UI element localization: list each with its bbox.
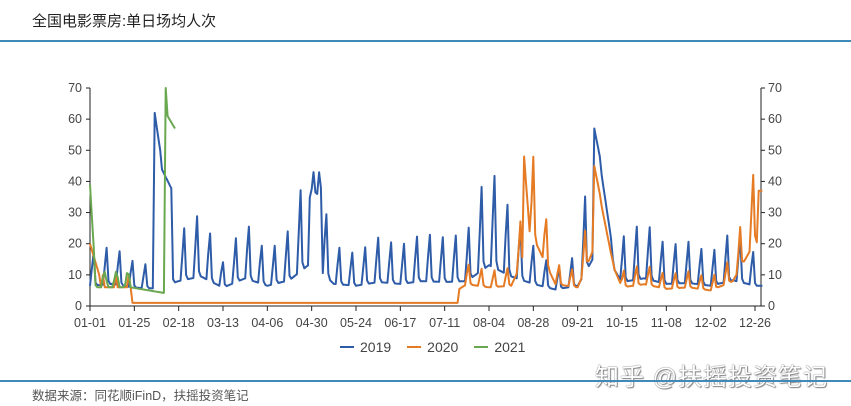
series-line-2021: [89, 87, 176, 294]
x-tick-label: 04-30: [296, 316, 328, 330]
x-tick-label: 10-15: [606, 316, 638, 330]
x-tick-label: 01-25: [118, 316, 150, 330]
legend-label-2021: 2021: [494, 339, 526, 355]
y2-tick-label: 50: [768, 143, 782, 157]
data-source: 数据来源：同花顺iFinD，扶摇投资笔记: [32, 389, 249, 403]
x-tick-label: 12-02: [695, 316, 727, 330]
y-tick-label: 40: [68, 174, 82, 188]
y2-tick-label: 60: [768, 112, 782, 126]
chart-series: [89, 87, 763, 304]
y2-tick-label: 40: [768, 174, 782, 188]
y2-tick-label: 10: [768, 268, 782, 282]
legend-label-2020: 2020: [427, 339, 459, 355]
x-tick-label: 07-11: [429, 316, 460, 330]
x-tick-label: 03-13: [207, 316, 239, 330]
header-divider: [0, 40, 851, 42]
y2-tick-label: 30: [768, 206, 782, 220]
chart-title: 全国电影票房:单日场均人次: [32, 13, 217, 30]
y-tick-label: 10: [68, 268, 82, 282]
y-tick-label: 50: [68, 143, 82, 157]
x-tick-label: 11-08: [651, 316, 682, 330]
legend-item-2020[interactable]: 2020: [407, 339, 458, 355]
legend-swatch-2021: [474, 346, 489, 348]
y2-tick-label: 0: [768, 299, 775, 313]
y-tick-label: 70: [68, 81, 82, 95]
legend-item-2019[interactable]: 2019: [340, 339, 391, 355]
y2-tick-label: 20: [768, 237, 782, 251]
x-tick-label: 01-01: [74, 316, 106, 330]
y2-tick-label: 70: [768, 81, 782, 95]
x-tick-label: 02-18: [163, 316, 195, 330]
legend-swatch-2020: [407, 346, 422, 348]
x-tick-label: 12-26: [739, 316, 771, 330]
x-tick-label: 08-28: [517, 316, 549, 330]
chart-legend: 2019 2020 2021: [340, 339, 525, 355]
y-tick-label: 30: [68, 206, 82, 220]
y-tick-label: 0: [75, 299, 82, 313]
chart-axes: 0 0 10 10 20 20 30 30 40 40 50 50 60 60 70 70 01-01 01-25…: [68, 81, 782, 330]
legend-swatch-2019: [340, 346, 354, 348]
y-tick-label: 20: [68, 237, 82, 251]
legend-label-2019: 2019: [360, 339, 392, 355]
x-tick-label: 04-06: [251, 316, 283, 330]
x-tick-label: 08-04: [473, 316, 505, 330]
x-tick-label: 09-21: [562, 316, 594, 330]
footer-divider: [0, 380, 851, 382]
y-tick-label: 60: [68, 112, 82, 126]
x-tick-label: 05-24: [340, 316, 372, 330]
legend-item-2021[interactable]: 2021: [474, 339, 525, 355]
series-line-2020: [89, 155, 763, 304]
x-tick-label: 06-17: [384, 316, 416, 330]
series-line-2019: [89, 111, 763, 291]
watermark: 知乎 @扶摇投资笔记: [595, 364, 829, 391]
